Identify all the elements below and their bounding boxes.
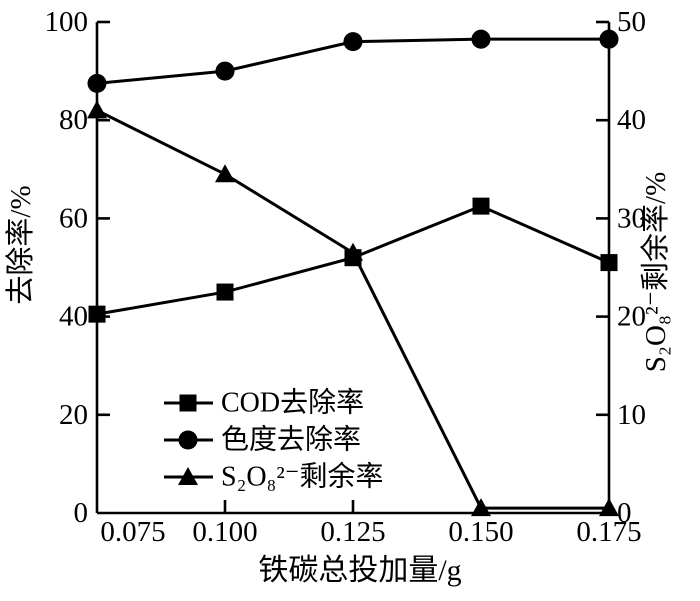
x-axis-tick-label: 0.075 [100,516,165,548]
right-axis-tick-label: 10 [617,399,646,431]
data-point-square [600,254,618,272]
data-point-triangle [215,164,235,183]
right-axis-tick-label: 30 [617,202,646,234]
x-axis-tick-label: 0.100 [192,516,257,548]
data-point-triangle [343,242,363,261]
x-axis-tick-label: 0.125 [320,516,385,548]
legend-marker-square [179,394,197,412]
left-axis-tick-label: 40 [59,301,88,333]
data-point-triangle [87,100,107,119]
data-point-triangle [599,498,619,517]
x-axis-title: 铁碳总投加量/g [258,554,461,587]
legend-label-triangle: S₂O₈²⁻剩余率 [221,461,384,493]
right-axis-tick-label: 0 [617,497,632,529]
legend-label-circle: 色度去除率 [221,424,361,456]
left-axis-tick-label: 0 [74,497,89,529]
legend-marker-circle [178,430,198,450]
left-axis-tick-label: 20 [59,399,88,431]
data-point-circle [471,29,491,49]
legend-label-square: COD去除率 [221,387,364,419]
data-point-circle [87,73,107,93]
x-axis-tick-label: 0.150 [448,516,513,548]
data-point-square [216,283,234,301]
left-axis-tick-label: 100 [45,6,89,38]
data-point-circle [215,61,235,81]
data-point-square [88,305,106,323]
left-axis-tick-label: 80 [59,104,88,136]
x-axis-tick-label: 0.175 [576,516,641,548]
legend-marker-triangle [178,467,198,485]
data-point-triangle [471,498,491,517]
left-axis-tick-label: 60 [59,202,88,234]
right-axis-tick-label: 20 [617,301,646,333]
right-axis-tick-label: 50 [617,6,646,38]
right-axis-tick-label: 40 [617,104,646,136]
right-axis-title: S₂O₈²⁻剩余率/% [639,172,672,373]
data-point-circle [599,29,619,49]
data-point-circle [343,32,363,52]
left-axis-title: 去除率/% [4,185,37,304]
data-point-square [472,197,490,215]
